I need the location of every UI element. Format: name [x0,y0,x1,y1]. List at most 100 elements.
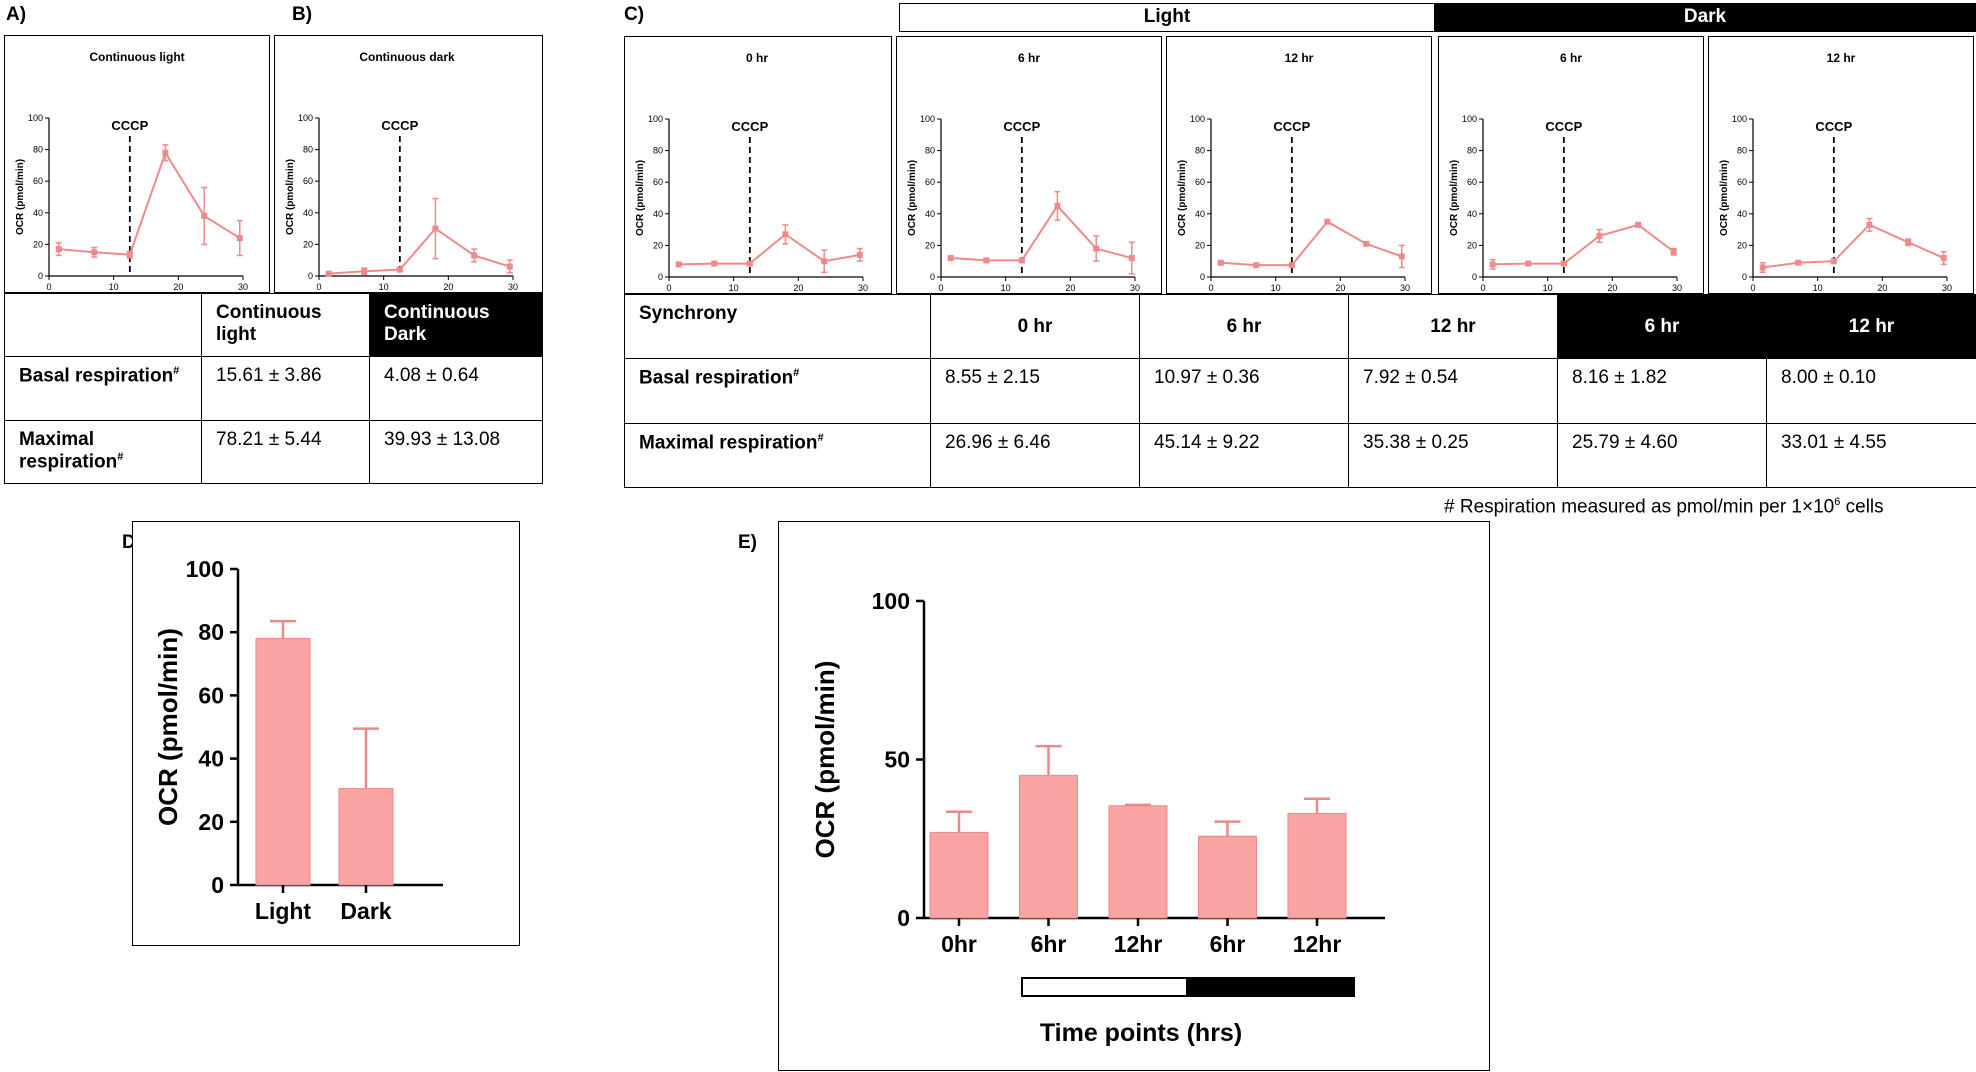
chart-title: 12 hr [1827,51,1856,65]
chart-title: 12 hr [1285,51,1314,65]
y-tick-label: 80 [925,146,935,156]
table-row: Basal respiration# 15.61 ± 3.86 4.08 ± 0… [4,356,543,421]
y-tick-label: 20 [925,240,935,250]
y-tick-label: 80 [1195,146,1205,156]
y-tick-label: 60 [925,177,935,187]
y-tick-label: 100 [186,556,224,582]
chart-b-continuous-dark: Continuous dark0204060801000102030Time (… [274,35,543,293]
data-point [162,149,169,156]
table-cell: 35.38 ± 0.25 [1348,423,1558,488]
data-point [1288,262,1295,269]
y-tick-label: 20 [33,239,43,249]
y-tick-label: 40 [198,746,224,772]
chart-c-6hr-light: 6 hr0204060801000102030Time (minutes)OCR… [896,36,1162,294]
y-tick-label: 0 [211,872,224,898]
table-cell: 7.92 ± 0.54 [1348,358,1558,424]
cccp-label: CCCP [381,118,418,133]
cccp-label: CCCP [731,119,768,134]
data-point [1905,239,1912,246]
chart-b-svg: Continuous dark0204060801000102030Time (… [285,50,518,292]
y-tick-label: 100 [298,113,313,123]
y-tick-label: 40 [1467,209,1477,219]
chart-a-svg: Continuous light0204060801000102030Time … [15,50,248,292]
table-cell: 26.96 ± 6.46 [930,423,1140,488]
x-tick-label: 12hr [1293,931,1342,957]
y-tick-label: 60 [303,176,313,186]
table-right-header-12hr-light: 12 hr [1348,294,1558,359]
y-tick-label: 20 [1737,240,1747,250]
chart-title: 0 hr [746,51,768,65]
y-axis-label: OCR (pmol/min) [1719,160,1730,236]
cccp-label: CCCP [1815,119,1852,134]
x-tick-label: 20 [1335,283,1345,293]
table-cell: 45.14 ± 9.22 [1139,423,1349,488]
chart-title: Continuous dark [359,50,455,64]
y-tick-label: 0 [1742,272,1747,282]
data-point [711,260,718,267]
y-tick-label: 100 [28,113,43,123]
table-cell: 78.21 ± 5.44 [201,420,370,484]
y-tick-label: 40 [33,208,43,218]
x-tick-label: 0 [1480,283,1485,293]
y-axis-label: OCR (pmol/min) [15,159,26,235]
data-point [361,268,368,275]
data-point [675,261,682,268]
series-line [1762,223,1945,269]
chart-c1-svg: 0 hr0204060801000102030Time (minutes)OCR… [635,51,868,293]
chart-c5-svg: 12 hr0204060801000102030Time (minutes)OC… [1719,51,1952,293]
data-point [1596,232,1603,239]
table-cell: 8.00 ± 0.10 [1766,358,1976,424]
table-right-header-6hr-light: 6 hr [1139,294,1349,359]
x-tick-label: 30 [1942,283,1952,293]
y-tick-label: 0 [1472,272,1477,282]
y-tick-label: 80 [33,145,43,155]
bar [255,638,311,886]
x-tick-label: 30 [508,282,518,292]
data-point [1940,255,1947,262]
x-tick-label: 6hr [1210,931,1246,957]
data-point [506,263,513,270]
data-point [236,235,243,242]
y-tick-label: 100 [648,114,663,124]
table-cell: 8.16 ± 1.82 [1557,358,1767,424]
panel-letter-c: C) [624,4,645,25]
y-tick-label: 60 [33,176,43,186]
chart-d: 0 20 40 60 80 100 OCR (pmol/min) Light Dark [132,521,520,946]
series-line [58,150,241,256]
panel-letter-a: A) [6,4,27,25]
data-point [1054,202,1061,209]
chart-c-0hr: 0 hr0204060801000102030Time (minutes)OCR… [624,36,892,294]
y-tick-label: 80 [198,619,224,645]
table-right-header-6hr-dark: 6 hr [1557,294,1767,359]
data-point [471,252,478,259]
row-label: Basal respiration# [624,358,931,424]
table-right: Synchrony 0 hr 6 hr 12 hr 6 hr 12 hr Bas… [624,294,1976,488]
bar [929,831,989,919]
data-point [325,270,332,277]
data-point [396,266,403,273]
series-line [678,233,860,266]
cccp-label: CCCP [1003,119,1040,134]
time-bar-light [1021,977,1188,997]
y-tick-label: 100 [872,588,910,614]
data-point [1525,260,1532,267]
x-tick-label: 0 [1750,283,1755,293]
y-tick-label: 20 [653,240,663,250]
x-tick-label: 10 [1271,283,1281,293]
data-point [1759,264,1766,271]
data-point [1217,259,1224,266]
table-cell: 25.79 ± 4.60 [1557,423,1767,488]
y-tick-label: 50 [884,747,910,773]
data-point [91,249,98,256]
data-point [856,251,863,258]
series-line [950,204,1133,262]
row-label: Basal respiration# [4,356,202,421]
chart-title: 6 hr [1560,51,1582,65]
table-cell: 10.97 ± 0.36 [1139,358,1349,424]
y-tick-label: 60 [1737,177,1747,187]
y-tick-label: 80 [653,146,663,156]
y-tick-label: 40 [653,209,663,219]
x-tick-label: 10 [379,282,389,292]
footnote: # Respiration measured as pmol/min per 1… [1444,496,1884,518]
y-tick-label: 60 [1467,177,1477,187]
